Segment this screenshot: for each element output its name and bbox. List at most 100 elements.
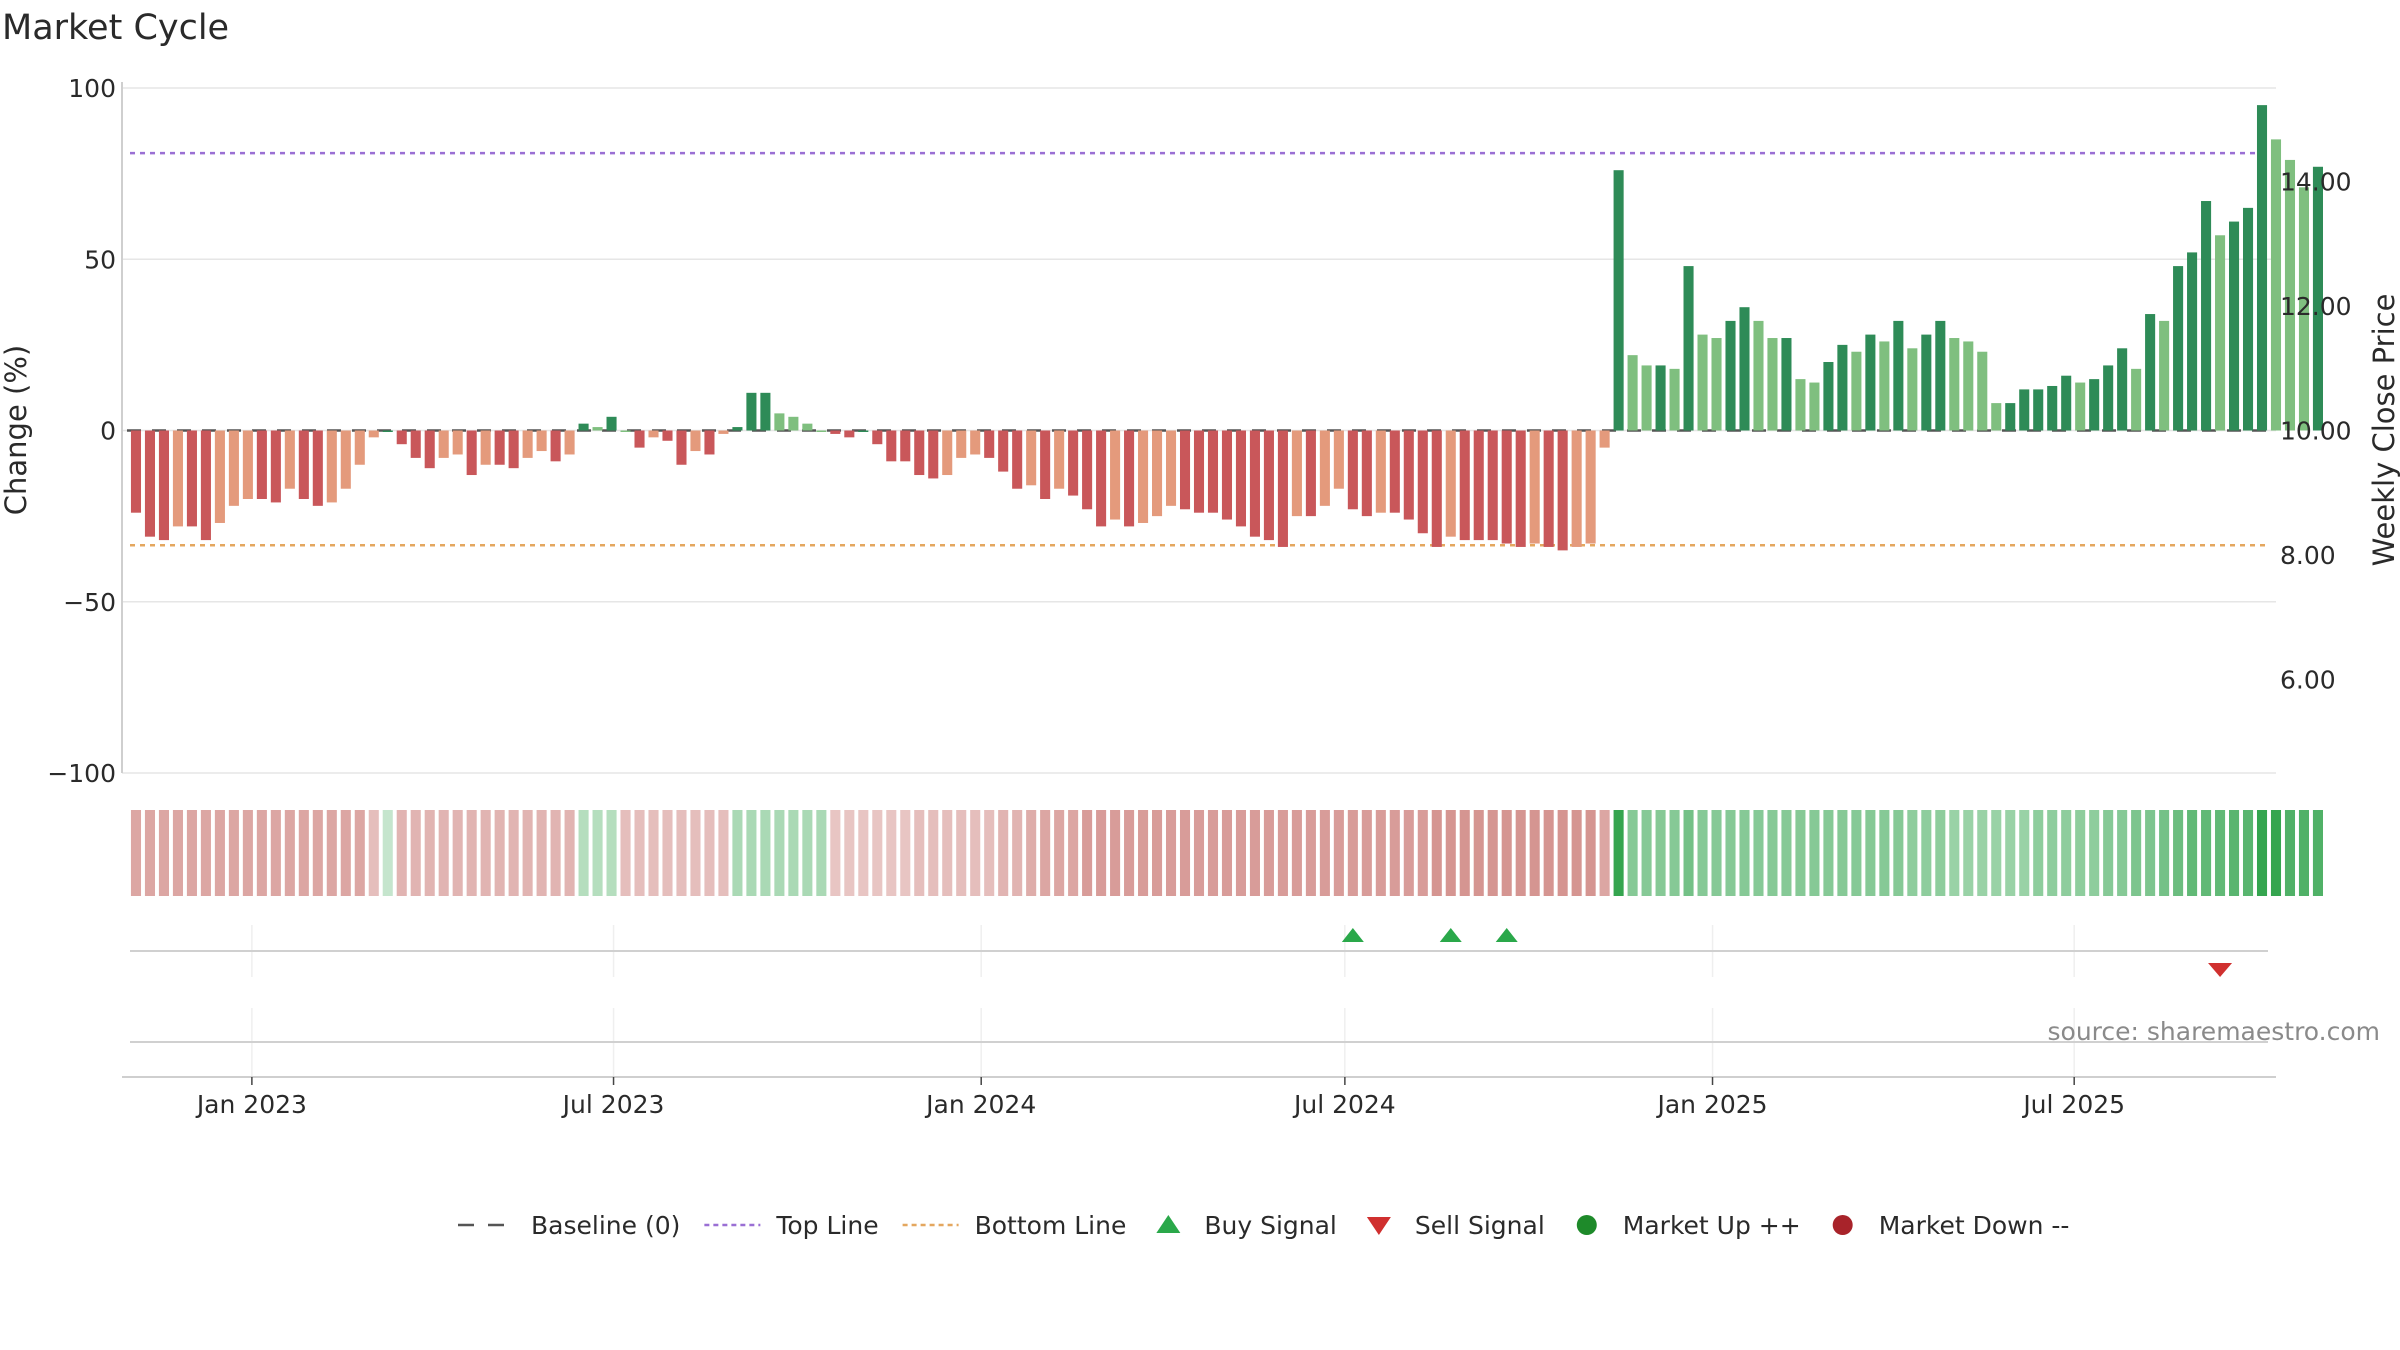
change-bar xyxy=(1571,430,1582,547)
heat-cell xyxy=(2103,810,2114,896)
change-bar xyxy=(1599,430,1610,448)
change-bar xyxy=(1977,351,1988,431)
legend-label: Top Line xyxy=(775,1211,878,1240)
legend-item: Bottom Line xyxy=(902,1211,1127,1240)
change-bar xyxy=(690,430,701,452)
heat-cell xyxy=(2131,810,2142,896)
heat-cell xyxy=(732,810,743,896)
y2-tick-label: 10.00 xyxy=(2280,417,2352,446)
heat-cell xyxy=(1235,810,1246,896)
buy-signal-marker xyxy=(1439,928,1462,942)
heat-cell xyxy=(564,810,575,896)
legend-label: Baseline (0) xyxy=(531,1211,680,1240)
heat-cell xyxy=(382,810,393,896)
y-tick-label: 50 xyxy=(84,245,116,274)
change-bar xyxy=(1837,344,1848,431)
change-bar xyxy=(1375,430,1386,513)
heat-cell xyxy=(2312,810,2323,896)
change-bar xyxy=(830,430,841,434)
heat-cell xyxy=(1991,810,2002,896)
y-tick-label: 0 xyxy=(100,417,116,446)
heat-cell xyxy=(746,810,757,896)
change-bar xyxy=(214,430,225,523)
change-bar xyxy=(1207,430,1219,513)
y2-axis-label: Weekly Close Price xyxy=(2367,294,2400,567)
change-bar xyxy=(1683,266,1694,431)
change-bar xyxy=(1152,430,1163,517)
change-bar xyxy=(298,430,309,499)
change-bar xyxy=(942,430,953,476)
change-bar xyxy=(1543,430,1554,547)
heat-cell xyxy=(2215,810,2226,896)
heat-cell xyxy=(1669,810,1680,896)
heat-cell xyxy=(690,810,701,896)
legend-label: Bottom Line xyxy=(975,1211,1127,1240)
heat-cell xyxy=(956,810,967,896)
x-axis: Jan 2023 Jul 2023 Jan 2024 Jul 2024 Jan 2025… xyxy=(122,1076,2276,1119)
change-bar xyxy=(578,423,589,431)
change-bar xyxy=(1347,430,1358,510)
heat-cell xyxy=(270,810,281,896)
change-bar xyxy=(676,430,687,465)
market-legend-icon xyxy=(1576,1215,1597,1235)
change-bar xyxy=(1963,341,1974,431)
change-bar xyxy=(494,430,505,465)
heat-cell xyxy=(1319,810,1330,896)
bars-layer xyxy=(130,105,2323,551)
heat-cell xyxy=(900,810,911,896)
y-tick-label: −50 xyxy=(63,588,116,617)
change-bar xyxy=(2033,389,2044,431)
change-bar xyxy=(2312,166,2323,431)
heat-cell xyxy=(1571,810,1582,896)
change-bar xyxy=(1613,170,1624,431)
heat-cell xyxy=(1683,810,1694,896)
change-bar xyxy=(620,430,631,432)
heat-cell xyxy=(466,810,477,896)
legend-item: Buy Signal xyxy=(1156,1211,1337,1240)
heat-cell xyxy=(284,810,295,896)
heat-cell xyxy=(1767,810,1778,896)
heat-cell xyxy=(2187,810,2198,896)
heat-cell xyxy=(1291,810,1302,896)
heat-cell xyxy=(1641,810,1652,896)
heat-cell xyxy=(2061,810,2072,896)
change-bar xyxy=(1809,382,1820,431)
heat-cell xyxy=(634,810,645,896)
heat-cell xyxy=(1361,810,1372,896)
heat-cell xyxy=(242,810,253,896)
heat-cell xyxy=(648,810,659,896)
change-bar xyxy=(1921,334,1932,431)
change-bar xyxy=(1669,368,1680,431)
x-tick-label: Jul 2024 xyxy=(1292,1090,1396,1119)
heat-strip xyxy=(130,810,2323,896)
y2-tick-label: 8.00 xyxy=(2280,541,2336,570)
heat-cell xyxy=(1501,810,1512,896)
change-bar xyxy=(1138,430,1149,523)
heat-cell xyxy=(858,810,869,896)
heat-cell xyxy=(606,810,617,896)
heat-cell xyxy=(1375,810,1386,896)
heat-cell xyxy=(774,810,785,896)
heat-cell xyxy=(2298,810,2310,896)
change-bar xyxy=(816,430,827,432)
change-bar xyxy=(2089,379,2100,431)
heat-cell xyxy=(340,810,351,896)
heat-cell xyxy=(1529,810,1540,896)
change-bar xyxy=(1193,430,1205,513)
change-bar xyxy=(1473,430,1484,541)
change-bar xyxy=(480,430,491,465)
change-bar xyxy=(1221,430,1233,520)
change-bar xyxy=(382,430,393,432)
change-bar xyxy=(858,430,869,432)
change-bar xyxy=(2270,139,2282,431)
change-bar xyxy=(2047,385,2058,431)
change-bar xyxy=(732,427,743,431)
change-bar xyxy=(1893,320,1904,431)
heat-cell xyxy=(1613,810,1624,896)
change-bar xyxy=(1068,430,1079,496)
heat-cell xyxy=(2117,810,2128,896)
heat-cell xyxy=(662,810,673,896)
heat-cell xyxy=(1725,810,1736,896)
heat-cell xyxy=(970,810,981,896)
change-bar xyxy=(2145,314,2156,431)
